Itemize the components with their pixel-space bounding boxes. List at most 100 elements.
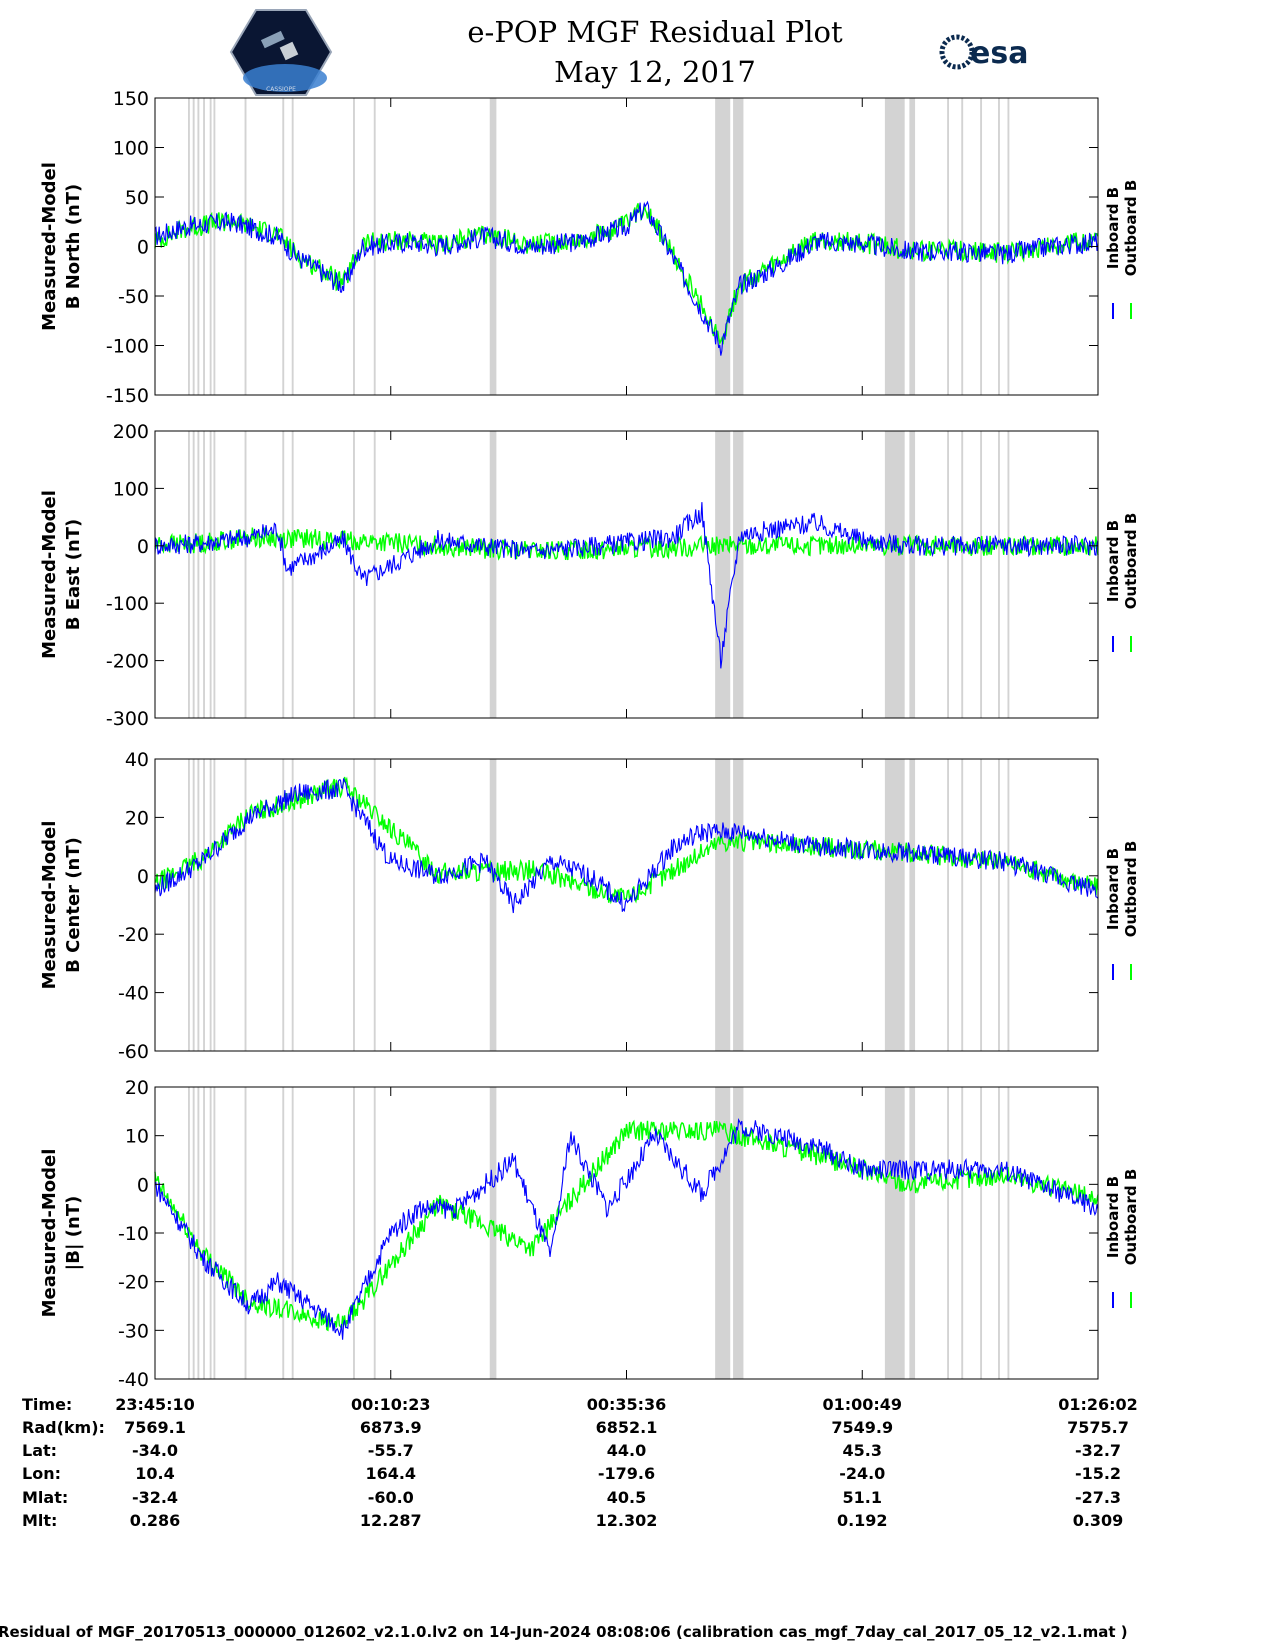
data-gap-band [353,431,355,718]
y-tick-label: -150 [106,385,149,407]
legend-label: Inboard B [1104,848,1122,930]
data-gap-band [209,1087,212,1379]
info-cell: 01:26:02 [1058,1395,1138,1414]
info-cell: 164.4 [365,1464,416,1483]
data-gap-band [1007,1087,1010,1379]
cassiope-logo: CASSIOPE [229,9,333,96]
y-tick-label: 100 [113,478,149,500]
info-table: Time: Rad(km): Lat: Lon: Mlat: Mlt: 23:45:10 75… [22,1395,1138,1530]
info-cell: -55.7 [368,1441,414,1460]
info-cell: 01:00:49 [822,1395,902,1414]
inboard-series-line [154,1118,1099,1340]
y-tick-label: 50 [125,187,149,209]
data-gap-band [998,431,1000,718]
legend-label: Inboard B [1104,520,1122,602]
info-cell: 12.287 [360,1511,422,1530]
data-gap-band [197,759,200,1051]
inboard-series-line [154,200,1099,356]
footer-text: Residual of MGF_20170513_000000_012602_v… [0,1623,1128,1641]
legend-label: Outboard B [1122,841,1140,938]
y-axis-label: Measured-Model [39,821,60,990]
y-tick-label: 40 [125,749,149,771]
info-cell: 40.5 [607,1488,646,1507]
info-cell: 44.0 [607,1441,646,1460]
y-tick-label: -30 [118,1320,149,1342]
data-gap-band [373,431,376,718]
data-gap-band [188,759,190,1051]
y-tick-label: -50 [118,286,149,308]
info-cell: 7549.9 [831,1418,893,1437]
info-cell: 00:35:36 [587,1395,667,1414]
info-cell: -179.6 [598,1464,655,1483]
data-gap-band [197,1087,200,1379]
data-gap-band [192,759,195,1051]
legend-label: Outboard B [1122,180,1140,277]
data-gap-band [209,759,212,1051]
data-gap-band [947,1087,950,1379]
data-gap-band [188,431,190,718]
y-tick-label: 200 [113,421,149,443]
esa-logo: esa [939,34,1028,71]
data-gap-band [192,1087,195,1379]
panel-2: -300 -200 -100 0 100 200 Measured-Model B East … [39,421,1140,730]
panel-3: -60 -40 -20 0 20 40 Measured-Model B Center (nT… [39,749,1140,1063]
data-gap-band [947,431,950,718]
info-cell: 51.1 [843,1488,882,1507]
data-gap-band [291,431,294,718]
data-gap-band [1007,759,1010,1051]
y-tick-label: 10 [125,1126,149,1148]
y-tick-label: 20 [125,807,149,829]
data-gap-band [213,98,216,395]
y-tick-label: 0 [137,866,149,888]
y-axis-label: B Center (nT) [63,837,84,973]
info-cell: 7575.7 [1067,1418,1129,1437]
data-gap-band [980,759,983,1051]
y-tick-label: -10 [118,1223,149,1245]
data-gap-band [998,1087,1000,1379]
data-gap-band [373,759,376,1051]
data-gap-band [353,1087,355,1379]
data-gap-band [733,431,744,718]
y-tick-label: -40 [118,983,149,1005]
info-cell: 10.4 [135,1464,174,1483]
data-gap-band [192,98,195,395]
info-cell: -15.2 [1075,1464,1121,1483]
data-gap-band [282,1087,285,1379]
info-cell: 00:10:23 [351,1395,431,1414]
legend-label: Outboard B [1122,1169,1140,1266]
cassiope-logo-text: CASSIOPE [266,86,296,93]
data-gap-band [998,759,1000,1051]
data-gap-band [980,431,983,718]
data-gap-band [909,759,916,1051]
chart-subtitle: May 12, 2017 [554,55,756,89]
legend-label: Inboard B [1104,187,1122,269]
info-cell: 0.286 [130,1511,181,1530]
info-cell: -32.7 [1075,1441,1121,1460]
y-tick-label: 0 [137,237,149,259]
legend-label: Inboard B [1104,1176,1122,1258]
info-cell: -32.4 [132,1488,178,1507]
y-tick-label: -40 [118,1369,149,1391]
data-gap-band [715,1087,731,1379]
esa-logo-text: esa [970,36,1028,71]
data-gap-band [244,98,247,395]
data-gap-band [715,759,731,1051]
info-cell: -24.0 [839,1464,885,1483]
data-gap-band [188,98,190,395]
y-tick-label: 100 [113,138,149,160]
data-gap-band [282,431,285,718]
data-gap-band [909,431,916,718]
data-gap-band [909,98,916,395]
info-cell: 12.302 [596,1511,658,1530]
y-tick-label: 150 [113,88,149,110]
data-gap-band [961,431,964,718]
info-cell: 7569.1 [124,1418,186,1437]
data-gap-band [961,759,964,1051]
data-gap-band [980,1087,983,1379]
inboard-series-line [154,778,1099,914]
data-gap-band [282,759,285,1051]
data-gap-band [884,759,905,1051]
data-gap-band [203,431,205,718]
data-gap-band [209,98,212,395]
info-cell: 6873.9 [360,1418,422,1437]
